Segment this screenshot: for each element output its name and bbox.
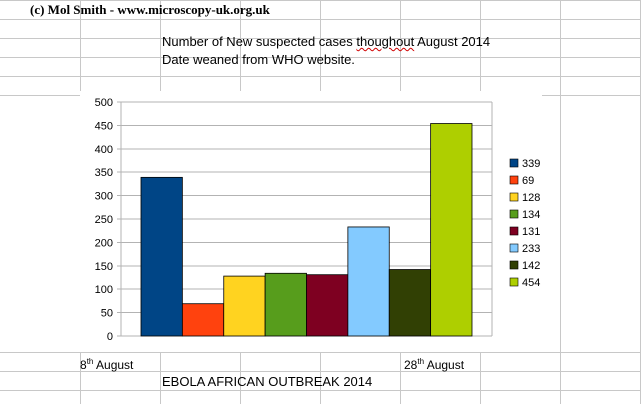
legend-swatch-131 — [509, 226, 519, 236]
y-tick-label: 250 — [95, 214, 113, 226]
x-label-end-month: August — [424, 358, 465, 372]
legend-label-233: 233 — [522, 243, 540, 255]
bar-chart: 0 50 100 150 200 250 300 350 400 450 500 339 69 128 13… — [95, 97, 541, 343]
y-tick-label: 500 — [95, 97, 113, 109]
x-label-end-day: 28 — [404, 358, 418, 372]
x-label-start-month: August — [93, 358, 134, 372]
bar-142 — [388, 269, 432, 337]
legend-swatch-142 — [509, 260, 519, 270]
legend-label-128: 128 — [522, 192, 540, 204]
legend-swatch-339 — [509, 158, 519, 168]
y-tick-label: 400 — [95, 144, 113, 156]
legend-label-454: 454 — [522, 277, 540, 289]
y-tick-label: 350 — [95, 167, 113, 179]
bar-454 — [430, 123, 473, 337]
bar-128 — [223, 275, 266, 337]
legend-label-339: 339 — [522, 158, 540, 170]
legend-label-134: 134 — [522, 209, 540, 221]
legend-label-69: 69 — [522, 175, 534, 187]
y-tick-label: 450 — [95, 120, 113, 132]
misspelled-word: thoughout — [356, 34, 415, 49]
y-tick-label: 50 — [101, 308, 113, 320]
x-label-start: 8th August — [80, 357, 133, 372]
x-label-end-sup: th — [417, 357, 425, 366]
chart-subtitle: EBOLA AFRICAN OUTBREAK 2014 — [162, 374, 373, 389]
legend-swatch-128 — [509, 192, 519, 202]
legend-label-142: 142 — [522, 260, 540, 272]
x-label-end: 28th August — [404, 357, 464, 372]
bar-134 — [264, 272, 307, 337]
bar-131 — [306, 274, 349, 337]
legend-swatch-134 — [509, 209, 519, 219]
legend-swatch-69 — [509, 175, 519, 185]
x-label-start-day: 8 — [80, 358, 87, 372]
chart-area[interactable]: 0 50 100 150 200 250 300 350 400 450 500 339 69 128 13… — [80, 91, 542, 352]
bar-339 — [140, 176, 183, 337]
y-tick-label: 100 — [95, 284, 113, 296]
bar-233 — [347, 226, 390, 337]
y-tick-label: 200 — [95, 237, 113, 249]
note-text-end: August 2014 — [414, 34, 491, 49]
chart-note-line1: Number of New suspected cases thoughout … — [162, 34, 490, 49]
y-tick-label: 300 — [95, 191, 113, 203]
copyright-notice: (c) Mol Smith - www.microscopy-uk.org.uk — [30, 2, 270, 17]
note-text-start: Number of New suspected cases — [162, 34, 357, 49]
legend-label-131: 131 — [522, 226, 540, 238]
chart-note-line2: Date weaned from WHO website. — [162, 52, 355, 67]
bar-69 — [181, 303, 225, 337]
legend-swatch-454 — [509, 277, 519, 287]
x-label-start-sup: th — [86, 357, 94, 366]
y-tick-label: 150 — [95, 261, 113, 273]
legend-swatch-233 — [509, 243, 519, 253]
y-tick-label: 0 — [107, 331, 113, 343]
